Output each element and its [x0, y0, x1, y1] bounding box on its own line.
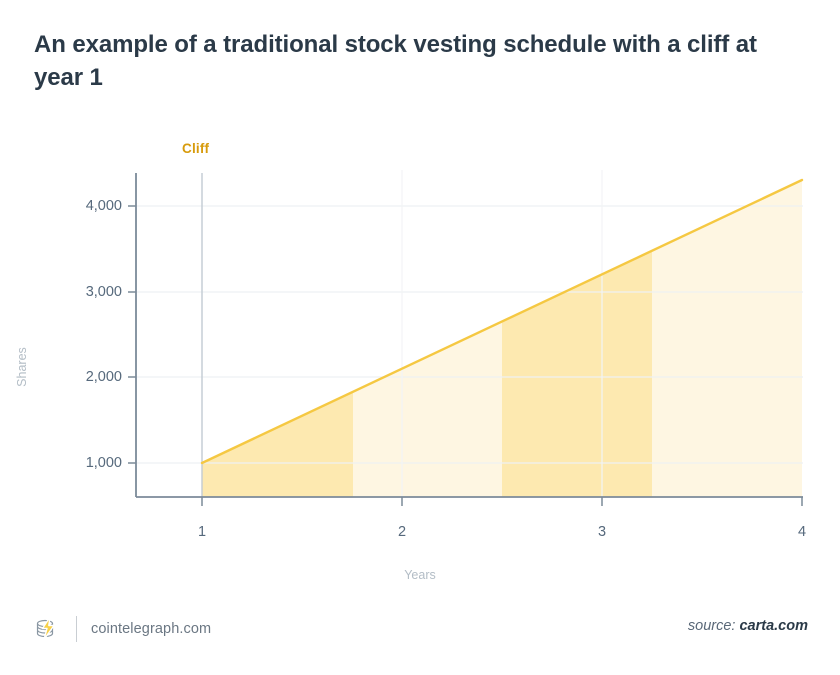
y-tick-label-2000: 2,000	[85, 369, 122, 385]
x-tick-label-1: 1	[197, 524, 207, 540]
y-axis-title: Shares	[15, 347, 29, 387]
vesting-line	[200, 178, 804, 465]
x-axis-ticks	[201, 497, 803, 506]
band-dark-2	[502, 180, 652, 497]
source-prefix: source:	[687, 618, 736, 634]
band-light-1	[353, 180, 502, 497]
y-axis-ticks	[128, 205, 136, 464]
cointelegraph-logo-icon	[36, 616, 55, 641]
source-name: carta.com	[739, 618, 808, 634]
chart-svg	[128, 170, 804, 506]
gridlines-horizontal	[136, 205, 803, 464]
x-tick-label-3: 3	[597, 524, 607, 540]
source-attribution: source: carta.com	[688, 618, 808, 634]
band-light-2	[652, 180, 802, 497]
area-fill-bands	[202, 180, 802, 497]
cliff-annotation-label: Cliff	[182, 141, 210, 156]
gridlines-vertical	[401, 170, 603, 497]
vesting-schedule-chart: Cliff 1,000 2,000 3,000 4,000 1 2 3 4 Sh…	[15, 141, 807, 582]
y-tick-label-1000: 1,000	[85, 455, 122, 471]
x-tick-label-2: 2	[397, 524, 407, 540]
brand-name: cointelegraph.com	[91, 621, 212, 637]
x-axis-title: Years	[404, 568, 436, 582]
footer-branding: cointelegraph.com	[32, 614, 211, 644]
x-tick-label-4: 4	[797, 524, 807, 540]
page-title: An example of a traditional stock vestin…	[34, 31, 757, 91]
band-dark-1	[202, 180, 353, 497]
y-tick-label-4000: 4,000	[85, 198, 122, 214]
footer-divider	[76, 616, 77, 642]
y-tick-label-3000: 3,000	[85, 284, 122, 300]
footer: cointelegraph.com source: carta.com	[0, 600, 840, 675]
